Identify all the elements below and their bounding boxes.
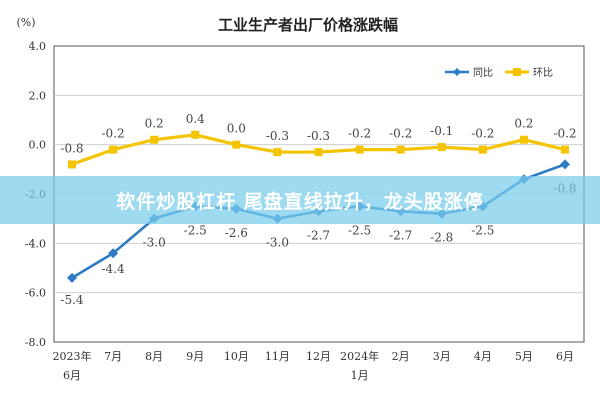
legend-marker-yoy [453, 68, 461, 76]
data-label-mom: -0.3 [266, 129, 289, 143]
data-point-mom [68, 160, 76, 169]
x-tick-label: 2月 [392, 350, 410, 363]
y-tick-label: 2.0 [29, 89, 47, 102]
data-label-mom: -0.2 [553, 127, 576, 141]
data-point-mom [519, 135, 528, 144]
data-point-yoy [560, 159, 570, 170]
data-point-mom [314, 148, 323, 157]
x-tick-label: 11月 [265, 350, 290, 363]
legend-marker-mom [513, 68, 521, 76]
data-point-mom [109, 145, 118, 154]
x-tick-label-2: 6月 [63, 369, 81, 382]
data-label-yoy: -3.0 [143, 236, 166, 250]
data-label-mom: 0.2 [514, 117, 533, 131]
data-label-mom: -0.1 [430, 124, 453, 138]
x-tick-label: 9月 [186, 350, 204, 363]
data-point-yoy [108, 248, 119, 259]
data-label-yoy: -2.7 [389, 228, 412, 242]
data-point-mom [191, 130, 200, 139]
data-point-mom [150, 135, 159, 144]
y-tick-label: 4.0 [29, 40, 47, 53]
chart-title: 工业生产者出厂价格涨跌幅 [218, 16, 398, 34]
data-label-mom: 0.0 [227, 122, 246, 136]
y-unit-label: (%) [16, 16, 35, 29]
y-tick-label: -4.0 [25, 237, 46, 250]
data-label-mom: -0.2 [471, 127, 494, 141]
x-tick-label: 2024年 [340, 349, 379, 363]
x-tick-label-2: 1月 [351, 369, 369, 382]
data-label-mom: 0.4 [186, 112, 205, 126]
legend-label-yoy: 同比 [473, 67, 493, 79]
data-label-mom: -0.8 [60, 141, 83, 155]
y-tick-label: -6.0 [25, 287, 46, 300]
data-point-mom [273, 148, 282, 157]
data-point-mom [355, 145, 364, 154]
data-label-mom: -0.2 [102, 127, 125, 141]
overlay-banner: 软件炒股杠杆 尾盘直线拉升，龙头股涨停 [0, 176, 600, 224]
x-tick-label: 3月 [433, 350, 451, 363]
data-point-yoy [67, 272, 77, 283]
data-label-mom: 0.2 [145, 117, 164, 131]
y-tick-label: 0.0 [29, 139, 47, 152]
y-tick-label: -8.0 [25, 336, 46, 349]
data-label-mom: -0.3 [307, 129, 330, 143]
data-point-mom [437, 143, 446, 152]
data-label-yoy: -3.0 [266, 236, 289, 250]
data-label-yoy: -2.8 [430, 231, 453, 245]
x-tick-label: 12月 [306, 350, 331, 363]
x-tick-label: 8月 [145, 350, 163, 363]
data-point-mom [478, 145, 487, 154]
data-label-yoy: -2.5 [184, 223, 207, 237]
x-tick-label: 2023年 [53, 349, 92, 363]
data-point-mom [232, 140, 241, 149]
x-tick-label: 5月 [515, 350, 533, 363]
legend-label-mom: 环比 [533, 67, 553, 79]
x-tick-label: 4月 [474, 350, 492, 363]
data-label-mom: -0.2 [389, 127, 412, 141]
data-label-yoy: -4.4 [102, 262, 126, 276]
data-point-mom [396, 145, 405, 154]
data-label-yoy: -2.6 [225, 226, 248, 240]
data-point-mom [561, 145, 569, 154]
data-label-yoy: -2.5 [471, 223, 494, 237]
data-label-yoy: -5.4 [60, 293, 84, 307]
x-tick-label: 10月 [224, 350, 249, 363]
data-label-yoy: -2.7 [307, 228, 330, 242]
data-label-mom: -0.2 [348, 127, 371, 141]
x-tick-label: 6月 [556, 350, 574, 363]
data-label-yoy: -2.5 [348, 223, 371, 237]
x-tick-label: 7月 [104, 350, 122, 363]
